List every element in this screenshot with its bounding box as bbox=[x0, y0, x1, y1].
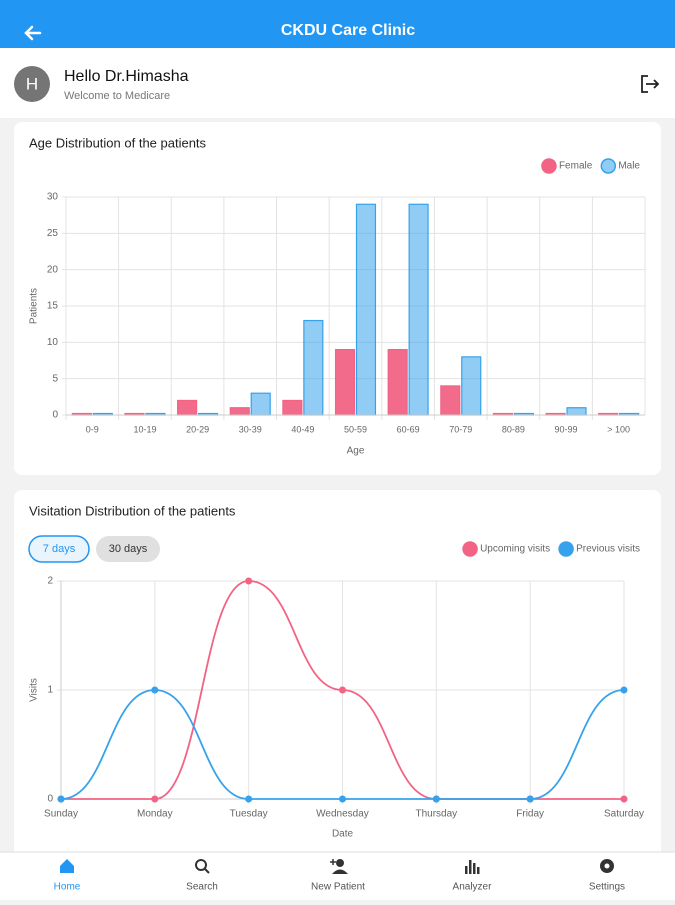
x-tick-label: 40-49 bbox=[291, 424, 314, 434]
range-button[interactable] bbox=[28, 535, 90, 563]
back-button[interactable] bbox=[24, 25, 42, 41]
y-tick-label: 15 bbox=[47, 301, 59, 312]
y-axis-label: Patients bbox=[29, 288, 40, 324]
legend-label: Female bbox=[559, 161, 593, 172]
home-icon bbox=[60, 859, 74, 873]
point bbox=[57, 795, 65, 803]
x-tick-label: 90-99 bbox=[555, 424, 578, 434]
settings-icon bbox=[600, 859, 614, 873]
x-axis-label: Age bbox=[347, 446, 365, 457]
x-tick-label: 20-29 bbox=[186, 424, 209, 434]
card bbox=[14, 490, 661, 870]
point bbox=[432, 795, 440, 803]
range-button-label[interactable]: 30 days bbox=[109, 543, 148, 555]
y-tick-label: 30 bbox=[47, 192, 59, 203]
x-tick-label: Monday bbox=[137, 809, 173, 820]
bar bbox=[408, 203, 429, 416]
range-button-label[interactable]: 7 days bbox=[43, 543, 76, 555]
x-tick-label: 70-79 bbox=[449, 424, 472, 434]
x-tick-label: 10-19 bbox=[133, 424, 156, 434]
x-tick-label: 60-69 bbox=[397, 424, 420, 434]
analyzer-icon bbox=[465, 860, 480, 874]
point bbox=[151, 795, 159, 803]
point bbox=[245, 795, 253, 803]
x-axis-label: Date bbox=[332, 829, 354, 840]
bar bbox=[440, 385, 461, 416]
x-tick-label: Thursday bbox=[415, 809, 457, 820]
x-tick-label: 80-89 bbox=[502, 424, 525, 434]
bar bbox=[282, 399, 303, 416]
x-tick-label: Friday bbox=[516, 809, 544, 820]
legend-swatch bbox=[558, 541, 574, 557]
x-tick-label: Sunday bbox=[44, 809, 78, 820]
user-bar bbox=[0, 48, 675, 118]
y-tick-label: 5 bbox=[52, 373, 58, 384]
search-icon bbox=[195, 859, 210, 874]
chart-title: Age Distribution of the patients bbox=[29, 135, 207, 150]
y-axis-label: Visits bbox=[29, 678, 40, 702]
bar bbox=[461, 356, 482, 416]
avatar bbox=[14, 66, 50, 102]
app-bar bbox=[0, 0, 675, 48]
card bbox=[14, 122, 661, 475]
nav-label[interactable]: Analyzer bbox=[453, 882, 493, 893]
x-tick-label: 50-59 bbox=[344, 424, 367, 434]
person-add-icon bbox=[330, 859, 348, 874]
bar bbox=[355, 203, 377, 416]
y-tick-label: 25 bbox=[47, 228, 59, 239]
line bbox=[60, 689, 625, 800]
x-tick-label: Tuesday bbox=[230, 809, 268, 820]
nav-label[interactable]: Home bbox=[54, 882, 81, 893]
y-tick-label: 1 bbox=[47, 685, 53, 696]
bottom-nav bbox=[0, 852, 675, 900]
y-tick-label: 0 bbox=[47, 794, 53, 805]
y-tick-label: 10 bbox=[47, 337, 59, 348]
app-title: CKDU Care Clinic bbox=[281, 22, 415, 39]
welcome: Welcome to Medicare bbox=[64, 90, 170, 102]
point bbox=[245, 577, 253, 585]
nav-label[interactable]: Search bbox=[186, 882, 218, 893]
logout-button[interactable] bbox=[641, 75, 660, 93]
bar bbox=[334, 349, 356, 416]
bar bbox=[387, 349, 408, 416]
range-button[interactable] bbox=[96, 536, 160, 562]
bar bbox=[250, 392, 271, 416]
nav-label[interactable]: Settings bbox=[589, 882, 625, 893]
y-tick-label: 0 bbox=[52, 410, 58, 421]
legend-swatch bbox=[541, 158, 557, 174]
greeting: Hello Dr.Himasha bbox=[64, 68, 189, 85]
x-tick-label: 0-9 bbox=[86, 424, 99, 434]
nav-label[interactable]: New Patient bbox=[311, 882, 365, 893]
point bbox=[151, 686, 159, 694]
point bbox=[339, 686, 346, 694]
x-tick-label: > 100 bbox=[607, 424, 630, 434]
y-tick-label: 2 bbox=[47, 576, 53, 587]
bar bbox=[229, 407, 250, 416]
x-tick-label: 30-39 bbox=[239, 424, 262, 434]
bar bbox=[177, 399, 198, 416]
legend-swatch bbox=[600, 158, 617, 174]
point bbox=[620, 795, 628, 803]
x-tick-label: Wednesday bbox=[316, 809, 369, 820]
y-tick-label: 20 bbox=[47, 264, 59, 275]
x-tick-label: Saturday bbox=[604, 809, 644, 820]
legend-label: Male bbox=[618, 161, 640, 172]
avatar-letter: H bbox=[26, 74, 38, 93]
point bbox=[339, 795, 346, 803]
point bbox=[620, 686, 628, 694]
bar bbox=[566, 407, 587, 416]
bar bbox=[303, 319, 324, 416]
chart-title: Visitation Distribution of the patients bbox=[29, 503, 236, 518]
legend-swatch bbox=[462, 541, 478, 557]
legend-label: Previous visits bbox=[576, 544, 640, 555]
legend-label: Upcoming visits bbox=[480, 544, 550, 555]
point bbox=[526, 795, 534, 803]
